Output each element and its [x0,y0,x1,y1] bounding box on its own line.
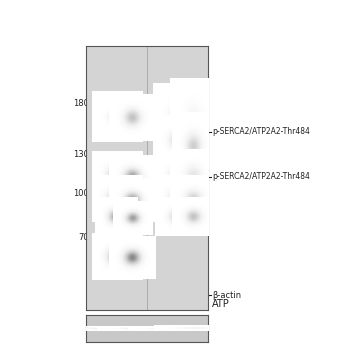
Text: p-SERCA2/ATP2A2-Thr484: p-SERCA2/ATP2A2-Thr484 [212,172,310,181]
Text: +: + [188,299,196,309]
Text: 100kDa: 100kDa [73,189,105,197]
Text: C6: C6 [174,56,187,66]
Text: p-SERCA2/ATP2A2-Thr484: p-SERCA2/ATP2A2-Thr484 [212,127,310,136]
Text: NIH/3T3: NIH/3T3 [113,56,153,66]
Text: -: - [119,299,123,309]
Text: -: - [167,299,170,309]
Text: +: + [141,299,149,309]
Text: 70kDa: 70kDa [78,233,105,242]
Text: ATP: ATP [212,299,230,309]
Text: 130kDa: 130kDa [73,150,105,159]
Text: 180kDa: 180kDa [73,99,105,108]
Text: β-actin: β-actin [212,290,241,300]
